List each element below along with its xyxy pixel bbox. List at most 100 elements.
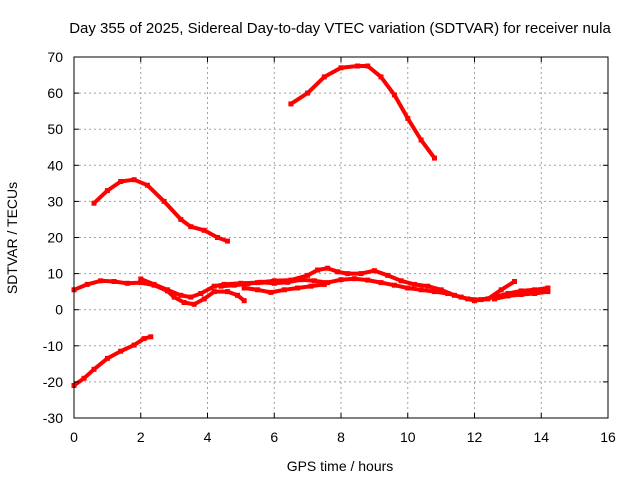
data-point xyxy=(458,294,464,300)
data-point xyxy=(138,276,144,282)
y-tick-label: 0 xyxy=(55,302,63,318)
data-point xyxy=(365,63,371,69)
data-point xyxy=(148,334,154,340)
data-point xyxy=(512,279,517,284)
data-point xyxy=(188,224,194,230)
x-axis-label: GPS time / hours xyxy=(287,458,394,474)
x-tick-label: 0 xyxy=(70,429,78,445)
data-point xyxy=(298,277,304,283)
data-point xyxy=(545,285,551,291)
data-point xyxy=(338,277,344,283)
y-axis-ticks: -30 -20 -10 0 10 20 30 40 50 60 70 xyxy=(43,49,608,426)
data-point xyxy=(178,216,184,222)
y-tick-label: -20 xyxy=(43,374,63,390)
y-tick-label: 30 xyxy=(47,193,63,209)
data-point xyxy=(188,294,194,300)
data-point xyxy=(438,287,444,293)
data-point xyxy=(432,155,437,161)
x-tick-label: 16 xyxy=(600,429,616,445)
data-point xyxy=(472,298,477,304)
data-point xyxy=(288,101,294,107)
data-point xyxy=(315,267,321,273)
data-point xyxy=(351,276,357,282)
data-point xyxy=(201,227,207,233)
y-tick-label: -10 xyxy=(43,338,63,354)
data-point xyxy=(532,291,538,296)
data-point xyxy=(258,279,264,285)
data-point xyxy=(338,65,344,71)
data-point xyxy=(518,292,524,297)
y-tick-label: 10 xyxy=(47,266,63,282)
data-point xyxy=(245,281,251,287)
x-tick-label: 6 xyxy=(270,429,278,445)
data-point xyxy=(104,188,110,194)
data-point xyxy=(98,278,104,284)
data-point xyxy=(418,287,424,293)
data-point xyxy=(485,296,491,302)
data-point xyxy=(335,269,341,275)
data-point xyxy=(144,182,150,188)
data-point xyxy=(398,278,404,284)
data-point xyxy=(111,279,117,284)
data-point xyxy=(255,287,261,293)
data-point xyxy=(225,289,230,295)
data-point xyxy=(138,280,144,286)
data-point xyxy=(385,272,391,278)
data-point xyxy=(371,268,377,274)
data-point xyxy=(311,278,317,284)
series-line-arc-d xyxy=(72,278,247,307)
data-point xyxy=(325,265,331,271)
data-point xyxy=(505,293,511,299)
y-tick-label: 50 xyxy=(47,121,63,137)
data-point xyxy=(91,200,97,206)
data-point xyxy=(432,289,437,295)
x-tick-label: 2 xyxy=(137,429,145,445)
grid-lines xyxy=(74,57,608,418)
data-point xyxy=(151,281,157,287)
data-point xyxy=(218,283,224,289)
data-point xyxy=(285,279,291,285)
data-point xyxy=(305,272,311,278)
data-point xyxy=(418,137,424,143)
data-point xyxy=(355,63,361,69)
data-point xyxy=(268,289,274,295)
series-line-arc-c xyxy=(288,64,437,161)
data-point xyxy=(181,300,187,305)
data-point xyxy=(211,289,217,295)
data-point xyxy=(118,348,124,354)
data-point xyxy=(321,74,327,80)
data-point xyxy=(321,281,327,287)
data-point xyxy=(518,288,524,294)
y-tick-label: 20 xyxy=(47,230,63,246)
data-point xyxy=(325,280,331,286)
data-point xyxy=(161,198,167,204)
data-point xyxy=(171,294,177,300)
data-point xyxy=(378,74,384,80)
data-point xyxy=(378,280,384,286)
data-point xyxy=(201,296,207,302)
y-tick-label: 70 xyxy=(47,49,63,65)
data-point xyxy=(84,281,90,287)
data-point xyxy=(91,366,97,372)
data-point xyxy=(178,292,184,298)
data-point xyxy=(498,287,504,293)
x-tick-label: 10 xyxy=(400,429,416,445)
data-point xyxy=(225,238,230,244)
data-point xyxy=(492,296,497,302)
data-point xyxy=(118,179,124,184)
data-point xyxy=(231,282,237,288)
data-point xyxy=(365,277,371,283)
y-axis-label: SDTVAR / TECUs xyxy=(4,182,20,294)
data-point xyxy=(198,291,204,296)
data-point xyxy=(358,271,364,277)
x-tick-label: 14 xyxy=(533,429,549,445)
data-point xyxy=(241,298,247,304)
y-tick-label: 60 xyxy=(47,85,63,101)
x-axis-ticks: 0 2 4 6 8 10 12 14 16 xyxy=(70,57,616,445)
x-tick-label: 4 xyxy=(204,429,212,445)
data-point xyxy=(235,292,240,298)
data-point xyxy=(308,283,314,289)
data-traces xyxy=(71,63,551,388)
data-point xyxy=(271,280,277,286)
data-point xyxy=(211,283,217,289)
